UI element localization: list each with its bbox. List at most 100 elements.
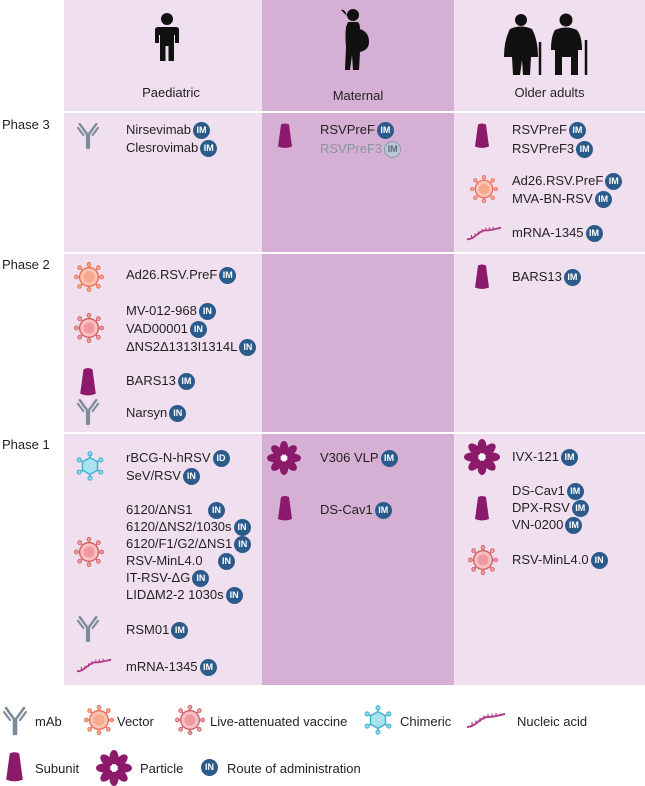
- legend-chimeric: Chimeric: [400, 714, 452, 729]
- vector-icon: [74, 262, 104, 292]
- list-item: RSVPreF IM: [320, 122, 394, 140]
- phase-2-label: Phase 2: [2, 257, 50, 272]
- subunit-icon: [5, 751, 24, 782]
- route-badge: IM: [384, 141, 402, 159]
- subunit-icon: [79, 367, 97, 396]
- route-badge: IN: [169, 405, 187, 423]
- list-item: MV-012-968 IN: [126, 303, 216, 321]
- list-item: RSV-MinL4.0 IN: [512, 552, 608, 570]
- list-item: Ad26.RSV.PreF IM: [126, 267, 237, 285]
- route-badge: IN: [239, 339, 257, 357]
- vector-icon: [84, 705, 114, 735]
- list-item: LIDΔM2-2 1030s IN: [126, 587, 243, 605]
- route-badge: IM: [571, 500, 589, 518]
- list-item: 6120/ΔNS2/1030s IN: [126, 519, 251, 537]
- route-badge: IN: [225, 587, 243, 605]
- list-item: BARS13 IM: [512, 269, 581, 287]
- nucleic-acid-icon: [466, 713, 506, 729]
- route-badge: IN: [182, 468, 200, 486]
- list-item: rBCG-N-hRSV ID: [126, 450, 230, 468]
- route-badge: IN: [233, 519, 251, 537]
- list-item: DS-Cav1 IM: [320, 502, 392, 520]
- mab-icon: [77, 614, 99, 644]
- route-badge: IN: [198, 303, 216, 321]
- column-header-older-adults: Older adults: [514, 85, 585, 100]
- route-badge: IM: [199, 659, 217, 677]
- column-header-maternal: Maternal: [332, 88, 384, 103]
- list-item: MVA-BN-RSV IM: [512, 191, 612, 209]
- route-badge: IN: [590, 552, 608, 570]
- route-badge: IM: [566, 483, 584, 501]
- nucleic-acid-icon: [76, 658, 112, 674]
- subunit-icon: [474, 263, 490, 290]
- list-item: RSVPreF IM: [512, 122, 586, 140]
- route-badge: IM: [565, 517, 583, 535]
- legend-live-attenuated: Live-attenuated vaccine: [210, 714, 348, 729]
- mab-icon: [77, 397, 99, 427]
- chimeric-icon: [363, 705, 393, 735]
- live-attenuated-icon: [175, 705, 205, 735]
- phase-divider: [64, 432, 645, 434]
- vector-icon: [470, 175, 498, 203]
- list-item: mRNA-1345 IM: [512, 225, 603, 243]
- route-badge: IM: [177, 373, 195, 391]
- list-item: DS-Cav1 IM: [512, 483, 584, 501]
- phase-3-label: Phase 3: [2, 117, 50, 132]
- list-item: BARS13 IM: [126, 373, 195, 391]
- route-badge: IN: [201, 759, 218, 776]
- route-badge: IM: [563, 269, 581, 287]
- list-item: Ad26.RSV.PreF IM: [512, 173, 623, 191]
- older-adults-column: [454, 0, 645, 685]
- list-item: V306 VLP IM: [320, 450, 398, 468]
- legend-route: Route of administration: [227, 761, 361, 776]
- subunit-icon: [474, 122, 490, 149]
- list-item: 6120/ΔNS1 IN: [126, 502, 225, 520]
- list-item: DPX-RSV IM: [512, 500, 589, 518]
- route-badge: IM: [560, 449, 578, 467]
- legend-mab: mAb: [35, 714, 62, 729]
- list-item: SeV/RSV IN: [126, 468, 200, 486]
- route-badge: IM: [594, 191, 612, 209]
- list-item: RSV-MinL4.0 IN: [126, 553, 235, 571]
- route-badge: IN: [218, 553, 235, 571]
- phase-divider: [64, 111, 645, 113]
- column-header-paediatric: Paediatric: [142, 85, 200, 100]
- route-badge: IM: [568, 122, 586, 140]
- route-badge: IM: [576, 141, 594, 159]
- pregnant-woman-icon: [341, 9, 369, 70]
- phase-1-label: Phase 1: [2, 437, 50, 452]
- live-attenuated-icon: [74, 313, 104, 343]
- paediatric-column: [64, 0, 262, 685]
- route-badge: IM: [171, 622, 189, 640]
- route-badge: IN: [189, 321, 207, 339]
- legend-subunit: Subunit: [35, 761, 80, 776]
- list-item: mRNA-1345 IM: [126, 659, 217, 677]
- mab-icon: [77, 121, 99, 151]
- route-badge: IM: [585, 225, 603, 243]
- route-badge: IM: [200, 140, 218, 158]
- list-item: VN-0200 IM: [512, 517, 583, 535]
- list-item: 6120/F1/G2/ΔNS1 IN: [126, 536, 252, 554]
- list-item: Clesrovimab IM: [126, 140, 218, 158]
- child-icon: [155, 13, 179, 61]
- legend-particle: Particle: [140, 761, 184, 776]
- route-badge: IN: [192, 570, 210, 588]
- route-badge: IM: [380, 450, 398, 468]
- live-attenuated-icon: [468, 545, 498, 575]
- route-badge: IM: [219, 267, 237, 285]
- list-item: Nirsevimab IM: [126, 122, 211, 140]
- particle-icon: [464, 439, 500, 475]
- list-item: IT-RSV-ΔG IN: [126, 570, 210, 588]
- route-badge: IN: [208, 502, 225, 520]
- route-badge: IN: [234, 536, 252, 554]
- legend-nucleic-acid: Nucleic acid: [517, 714, 588, 729]
- route-badge: ID: [212, 450, 230, 468]
- route-badge: IM: [605, 173, 623, 191]
- subunit-icon: [277, 122, 293, 149]
- particle-icon: [96, 750, 132, 786]
- list-item: Narsyn IN: [126, 405, 187, 423]
- legend-vector: Vector: [117, 714, 154, 729]
- live-attenuated-icon: [74, 537, 104, 567]
- list-item: VAD00001 IN: [126, 321, 207, 339]
- route-badge: IM: [193, 122, 211, 140]
